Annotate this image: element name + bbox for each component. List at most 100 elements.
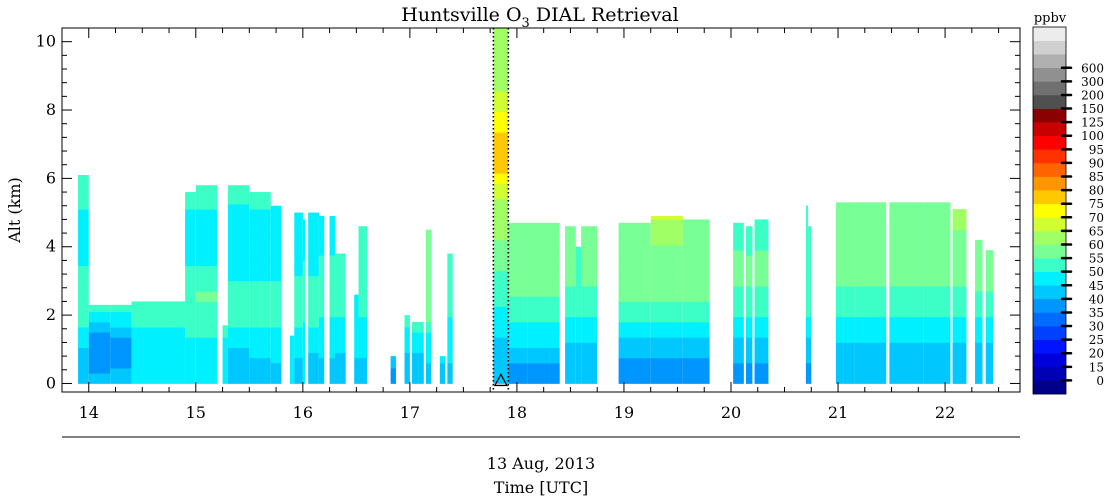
ozone-cell: [952, 219, 967, 225]
profile-column: [390, 356, 396, 384]
ozone-cell: [222, 347, 228, 354]
ozone-cell: [875, 224, 887, 231]
ozone-cell: [985, 286, 994, 292]
ozone-cell: [575, 378, 582, 384]
ozone-cell: [805, 255, 809, 261]
profile-column: [329, 215, 335, 384]
ozone-cell: [952, 296, 967, 302]
ozone-cell: [493, 28, 509, 31]
ozone-cell: [682, 362, 710, 369]
ozone-cell: [508, 337, 528, 343]
y-axis-label: Alt (km): [5, 177, 24, 244]
ozone-cell: [754, 321, 769, 328]
ozone-cell: [575, 275, 582, 282]
ozone-cell: [88, 373, 111, 379]
ozone-cell: [808, 250, 812, 256]
ozone-cell: [754, 316, 769, 323]
ozone-cell: [682, 306, 710, 313]
ozone-cell: [78, 332, 89, 338]
profile-column: [78, 174, 89, 384]
ozone-cell: [329, 275, 335, 282]
ozone-cell: [854, 265, 876, 272]
ozone-cell: [249, 209, 271, 215]
ozone-cell: [805, 209, 809, 215]
ozone-cell: [733, 306, 744, 313]
ozone-cell: [575, 301, 582, 307]
ozone-cell: [227, 255, 250, 261]
ozone-cell: [227, 352, 250, 359]
ozone-cell: [195, 209, 218, 215]
ozone-cell: [358, 296, 368, 302]
ozone-cell: [418, 368, 424, 374]
ozone-cell: [975, 368, 983, 374]
ozone-cell: [493, 198, 509, 205]
ozone-cell: [249, 357, 271, 364]
ozone-cell: [843, 224, 855, 231]
ozone-cell: [493, 245, 509, 251]
ozone-cell: [185, 265, 196, 272]
ozone-cell: [249, 286, 271, 292]
ozone-cell: [805, 260, 809, 266]
ozone-cell: [227, 362, 250, 369]
ozone-cell: [308, 245, 319, 251]
ozone-cell: [88, 378, 111, 384]
ozone-cell: [805, 296, 809, 302]
ozone-cell: [493, 332, 509, 338]
ozone-cell: [808, 337, 812, 343]
ozone-cell: [78, 357, 89, 364]
ozone-cell: [308, 352, 319, 359]
ozone-cell: [447, 321, 453, 328]
ozone-cell: [952, 337, 967, 343]
ozone-cell: [835, 337, 844, 343]
ozone-cell: [745, 316, 753, 323]
ozone-cell: [854, 291, 876, 297]
ozone-cell: [923, 368, 951, 374]
ozone-cell: [508, 224, 528, 231]
profile-column: [754, 219, 769, 384]
ozone-cell: [447, 301, 453, 307]
ozone-cell: [318, 250, 325, 256]
ozone-cell: [270, 229, 282, 236]
ozone-cell: [854, 357, 876, 364]
ozone-cell: [329, 296, 335, 302]
ozone-cell: [835, 234, 844, 241]
ozone-cell: [227, 214, 250, 220]
ozone-cell: [185, 347, 196, 354]
ozone-cell: [131, 337, 186, 343]
ozone-cell: [185, 250, 196, 256]
ozone-cell: [390, 373, 396, 379]
ozone-cell: [575, 373, 582, 379]
ozone-cell: [575, 368, 582, 374]
ozone-cell: [985, 250, 994, 256]
ozone-cell: [549, 280, 560, 287]
ozone-cell: [745, 245, 753, 251]
ozone-cell: [650, 378, 683, 384]
profile-column: [88, 304, 111, 384]
ozone-cell: [650, 265, 683, 272]
colorbar-swatch: [1033, 271, 1066, 286]
ozone-cell: [78, 178, 89, 184]
ozone-cell: [493, 152, 509, 159]
profile-column: [110, 304, 132, 384]
ozone-cell: [249, 245, 271, 251]
ozone-cell: [425, 368, 432, 374]
ozone-cell: [308, 301, 319, 307]
ozone-cell: [249, 327, 271, 333]
ozone-cell: [270, 224, 282, 231]
x-axis: 14 15 16 17 18 19 20 21 22: [61, 28, 1000, 422]
colorbar-swatch: [1033, 190, 1066, 204]
ozone-cell: [875, 378, 887, 384]
ozone-cell: [493, 229, 509, 236]
ozone-cell: [493, 75, 509, 82]
ozone-cell: [754, 245, 769, 251]
ozone-cell: [854, 321, 876, 328]
ozone-cell: [334, 301, 346, 307]
ozone-cell: [508, 352, 528, 359]
ozone-cell: [733, 222, 744, 225]
ozone-cell: [302, 311, 305, 318]
ozone-cell: [808, 321, 812, 328]
ozone-cell: [808, 342, 812, 348]
ozone-cell: [650, 229, 683, 236]
ozone-cell: [78, 321, 89, 328]
ozone-cell: [733, 291, 744, 297]
